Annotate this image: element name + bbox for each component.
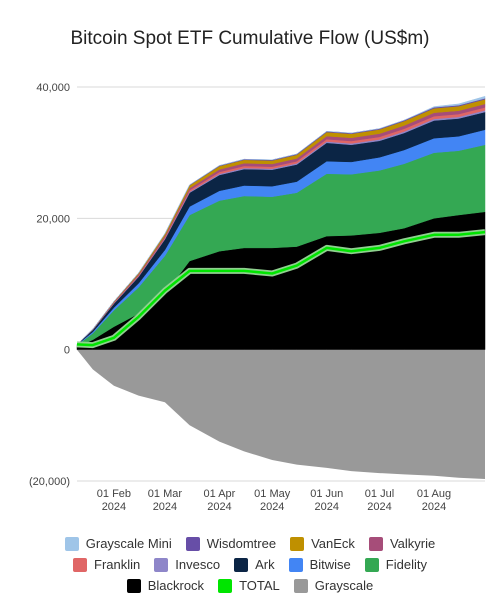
legend-swatch	[154, 557, 169, 572]
x-tick-year: 2024	[367, 501, 391, 513]
area-layer	[76, 95, 486, 479]
legend-item-valkyrie: Valkyrie	[368, 536, 436, 551]
legend-item-vaneck: VanEck	[290, 536, 355, 551]
legend-item-grayscale: Grayscale	[293, 578, 374, 593]
legend-swatch	[364, 557, 379, 572]
legend-label: Invesco	[175, 557, 221, 572]
x-tick-year: 2024	[260, 501, 284, 513]
legend-item-total: TOTAL	[218, 578, 280, 593]
y-tick-label: 40,000	[36, 82, 70, 94]
legend-item-franklin: Franklin	[73, 557, 140, 572]
total-line-layer	[76, 229, 486, 349]
legend-swatch	[64, 536, 79, 551]
legend-swatch	[288, 557, 303, 572]
legend-swatch	[234, 557, 249, 572]
x-tick-year: 2024	[102, 501, 126, 513]
legend-item-grayscale-mini: Grayscale Mini	[64, 536, 172, 551]
total-line	[76, 230, 486, 347]
y-axis: 40,000 20,000 0 (20,000)	[29, 82, 70, 488]
legend-label: Valkyrie	[389, 536, 436, 551]
legend-item-fidelity: Fidelity	[364, 557, 427, 572]
legend-label: Ark	[255, 557, 275, 572]
legend-label: TOTAL	[239, 578, 280, 593]
legend-label: Grayscale	[314, 578, 374, 593]
chart-title: Bitcoin Spot ETF Cumulative Flow (US$m)	[70, 28, 430, 49]
x-tick-label: 01 Aug	[417, 488, 451, 500]
legend-item-ark: Ark	[234, 557, 275, 572]
legend-label: Blackrock	[147, 578, 205, 593]
y-tick-label: 20,000	[36, 213, 70, 225]
legend-swatch	[126, 578, 141, 593]
legend-item-wisdomtree: Wisdomtree	[185, 536, 277, 551]
legend-label: Bitwise	[309, 557, 351, 572]
legend-swatch	[185, 536, 200, 551]
legend-swatch	[73, 557, 88, 572]
legend-label: Grayscale Mini	[85, 536, 172, 551]
x-tick-label: 01 Feb	[97, 488, 131, 500]
legend-swatch	[290, 536, 305, 551]
legend-label: Franklin	[94, 557, 141, 572]
legend-item-invesco: Invesco	[154, 557, 220, 572]
legend-item-blackrock: Blackrock	[126, 578, 205, 593]
legend-label: Wisdomtree	[206, 536, 277, 551]
x-tick-label: 01 Jul	[365, 488, 394, 500]
legend-item-bitwise: Bitwise	[288, 557, 351, 572]
x-tick-year: 2024	[422, 501, 446, 513]
legend-row: Grayscale Mini Wisdomtree VanEck Valkyrie	[0, 536, 500, 551]
x-tick-label: 01 Jun	[310, 488, 343, 500]
legend: Grayscale Mini Wisdomtree VanEck Valkyrie Fr…	[0, 536, 500, 599]
legend-swatch	[368, 536, 383, 551]
y-tick-label: 0	[64, 345, 70, 357]
x-tick-year: 2024	[314, 501, 338, 513]
legend-row: Franklin Invesco Ark Bitwise Fidelity	[0, 557, 500, 572]
area-grayscale-mini	[76, 95, 486, 345]
legend-label: Fidelity	[385, 557, 427, 572]
area-grayscale	[77, 349, 485, 479]
legend-swatch	[293, 578, 308, 593]
legend-label: VanEck	[311, 536, 355, 551]
x-tick-year: 2024	[207, 501, 231, 513]
y-tick-label: (20,000)	[29, 476, 70, 488]
x-tick-label: 01 Apr	[204, 488, 236, 500]
legend-swatch	[218, 578, 233, 593]
x-tick-label: 01 May	[254, 488, 291, 500]
x-tick-year: 2024	[153, 501, 177, 513]
x-tick-label: 01 Mar	[148, 488, 183, 500]
legend-row: Blackrock TOTAL Grayscale	[0, 578, 500, 593]
